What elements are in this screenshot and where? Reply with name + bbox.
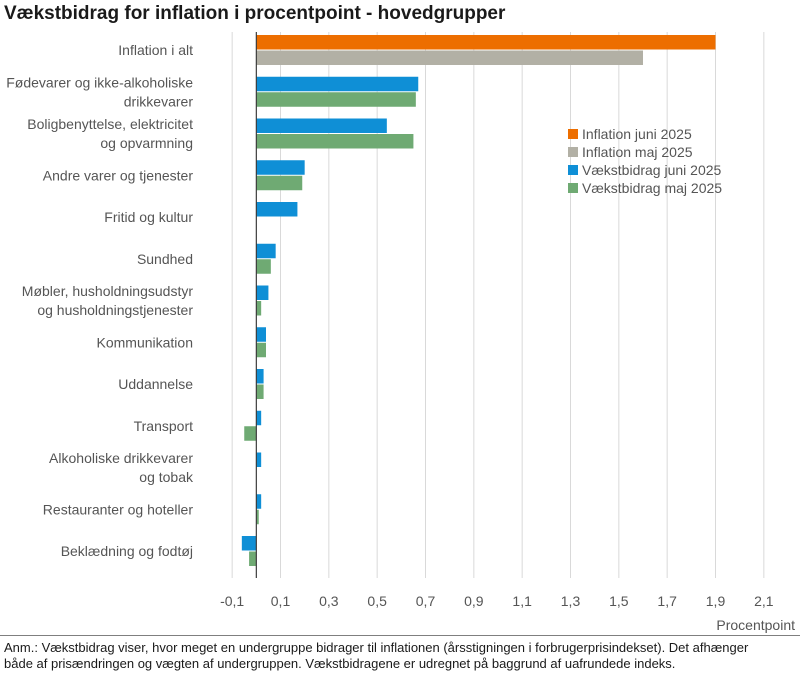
x-tick-label: 1,7 (657, 593, 677, 609)
bar-vækstbidrag-maj-2025 (256, 384, 264, 399)
footnote: Anm.: Vækstbidrag viser, hvor meget en u… (4, 640, 796, 672)
category-label: og tobak (139, 469, 194, 485)
legend-label: Inflation juni 2025 (582, 126, 692, 142)
category-label: Kommunikation (97, 334, 194, 350)
bar-vækstbidrag-maj-2025 (249, 551, 257, 566)
bar-vækstbidrag-juni-2025 (256, 327, 266, 342)
legend-swatch (568, 165, 578, 175)
bar-vækstbidrag-maj-2025 (256, 92, 416, 107)
bar-vækstbidrag-juni-2025 (256, 369, 264, 384)
bar-vækstbidrag-maj-2025 (256, 134, 414, 149)
bar-vækstbidrag-juni-2025 (256, 118, 387, 133)
category-label: drikkevarer (124, 93, 194, 109)
category-label: Beklædning og fodtøj (61, 543, 193, 559)
x-tick-label: 2,1 (754, 593, 774, 609)
x-tick-label: 0,7 (416, 593, 436, 609)
category-label: og husholdningstjenester (37, 302, 193, 318)
legend-label: Vækstbidrag maj 2025 (582, 180, 722, 196)
bar-vækstbidrag-juni-2025 (256, 160, 305, 175)
bar-vækstbidrag-maj-2025 (256, 342, 266, 358)
x-tick-label: 1,1 (512, 593, 532, 609)
x-tick-label: -0,1 (220, 593, 244, 609)
bar-inflation-juni-2025 (256, 35, 716, 50)
bar-inflation-maj-2025 (256, 50, 643, 65)
bar-vækstbidrag-maj-2025 (256, 175, 303, 191)
category-label: Andre varer og tjenester (43, 167, 194, 183)
bar-vækstbidrag-juni-2025 (241, 536, 257, 551)
bar-vækstbidrag-juni-2025 (256, 76, 419, 92)
legend-swatch (568, 183, 578, 193)
category-label: Inflation i alt (118, 42, 193, 58)
category-label: Alkoholiske drikkevarer (49, 450, 193, 466)
legend-label: Inflation maj 2025 (582, 144, 693, 160)
x-tick-label: 0,1 (271, 593, 291, 609)
category-label: Sundhed (137, 251, 193, 267)
x-tick-label: 0,5 (367, 593, 387, 609)
bar-vækstbidrag-juni-2025 (256, 243, 276, 259)
x-tick-label: 1,3 (561, 593, 581, 609)
category-label: Transport (134, 418, 194, 434)
x-tick-label: 1,5 (609, 593, 629, 609)
legend-swatch (568, 147, 578, 157)
bar-vækstbidrag-juni-2025 (256, 494, 262, 509)
footnote-line-2: både af prisændringen og vægten af under… (4, 656, 676, 671)
bar-vækstbidrag-juni-2025 (256, 410, 262, 426)
category-label: Boligbenyttelse, elektricitet (27, 116, 193, 132)
x-tick-label: 0,3 (319, 593, 339, 609)
bar-vækstbidrag-maj-2025 (244, 426, 257, 441)
x-tick-label: 0,9 (464, 593, 484, 609)
x-tick-label: 1,9 (706, 593, 726, 609)
category-label: Fritid og kultur (104, 209, 193, 225)
legend-swatch (568, 129, 578, 139)
x-axis-title: Procentpoint (716, 617, 795, 633)
category-label: Møbler, husholdningsudstyr (22, 283, 194, 299)
category-label: Uddannelse (118, 376, 193, 392)
note-divider (0, 635, 800, 636)
legend-label: Vækstbidrag juni 2025 (582, 162, 722, 178)
bar-vækstbidrag-maj-2025 (256, 259, 271, 274)
bar-vækstbidrag-maj-2025 (256, 301, 262, 316)
footnote-line-1: Anm.: Vækstbidrag viser, hvor meget en u… (4, 640, 749, 655)
bar-vækstbidrag-juni-2025 (256, 452, 262, 467)
bar-chart: -0,1 0,1 0,3 0,5 0,7 0,9 1,1 1,3 1,5 1,7 1,9 2,1 Pro… (6, 32, 795, 633)
category-label: og opvarmning (100, 135, 193, 151)
category-label: Restauranter og hoteller (43, 501, 194, 517)
category-label: Fødevarer og ikke-alkoholiske (6, 74, 193, 90)
bar-vækstbidrag-juni-2025 (256, 285, 269, 300)
bar-vækstbidrag-maj-2025 (256, 509, 259, 525)
chart-title: Vækstbidrag for inflation i procentpoint… (4, 3, 506, 24)
bar-vækstbidrag-juni-2025 (256, 202, 298, 217)
